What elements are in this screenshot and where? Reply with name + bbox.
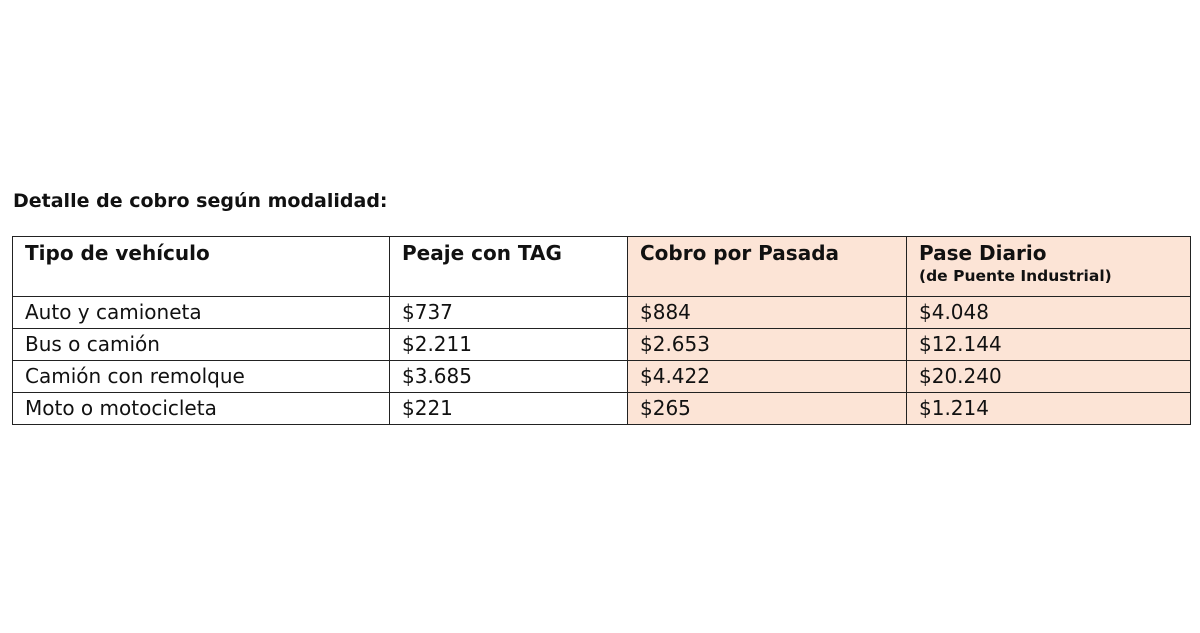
daily-pass-cell: $12.144: [906, 328, 1191, 361]
header-daily-pass-label: Pase Diario: [919, 241, 1047, 265]
per-pass-cell: $2.653: [627, 328, 907, 361]
per-pass-cell: $884: [627, 296, 907, 329]
table-row: Auto y camioneta $737 $884 $4.048: [12, 296, 1191, 329]
tag-toll-cell: $737: [389, 296, 628, 329]
header-per-pass: Cobro por Pasada: [627, 236, 907, 297]
header-daily-pass: Pase Diario (de Puente Industrial): [906, 236, 1191, 297]
toll-table: Tipo de vehículo Peaje con TAG Cobro por…: [12, 236, 1191, 425]
vehicle-type-cell: Camión con remolque: [12, 360, 390, 393]
daily-pass-cell: $20.240: [906, 360, 1191, 393]
vehicle-type-cell: Moto o motocicleta: [12, 392, 390, 425]
header-daily-pass-sub: (de Puente Industrial): [919, 267, 1112, 285]
table-row: Bus o camión $2.211 $2.653 $12.144: [12, 328, 1191, 361]
per-pass-cell: $4.422: [627, 360, 907, 393]
table-row: Camión con remolque $3.685 $4.422 $20.240: [12, 360, 1191, 393]
header-vehicle-type: Tipo de vehículo: [12, 236, 390, 297]
table-header-row: Tipo de vehículo Peaje con TAG Cobro por…: [12, 236, 1191, 297]
tag-toll-cell: $2.211: [389, 328, 628, 361]
per-pass-cell: $265: [627, 392, 907, 425]
table-row: Moto o motocicleta $221 $265 $1.214: [12, 392, 1191, 425]
daily-pass-cell: $1.214: [906, 392, 1191, 425]
tag-toll-cell: $221: [389, 392, 628, 425]
daily-pass-cell: $4.048: [906, 296, 1191, 329]
header-tag-toll: Peaje con TAG: [389, 236, 628, 297]
section-title: Detalle de cobro según modalidad:: [13, 190, 388, 212]
tag-toll-cell: $3.685: [389, 360, 628, 393]
vehicle-type-cell: Auto y camioneta: [12, 296, 390, 329]
vehicle-type-cell: Bus o camión: [12, 328, 390, 361]
